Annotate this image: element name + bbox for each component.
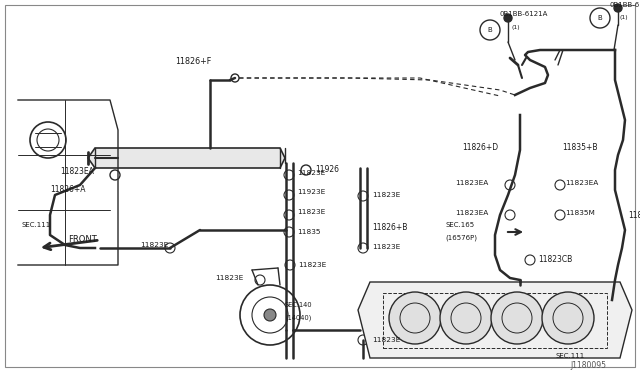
Text: 11826+D: 11826+D <box>462 144 498 153</box>
Bar <box>383 293 607 348</box>
Text: 0B1BB-6121A: 0B1BB-6121A <box>610 2 640 8</box>
Text: 11823E: 11823E <box>372 337 400 343</box>
Text: 11835+B: 11835+B <box>562 144 598 153</box>
Text: SEC.165: SEC.165 <box>445 222 474 228</box>
Text: 11823EA: 11823EA <box>60 167 94 176</box>
Circle shape <box>504 14 512 22</box>
Text: SEC.140: SEC.140 <box>285 302 312 308</box>
Text: B: B <box>598 15 602 21</box>
Text: 11823CB: 11823CB <box>538 256 572 264</box>
Text: 0B1BB-6121A: 0B1BB-6121A <box>500 11 548 17</box>
Text: 11835M: 11835M <box>565 210 595 216</box>
Text: SEC.111: SEC.111 <box>555 353 584 359</box>
Circle shape <box>614 4 622 12</box>
Text: 11823EA: 11823EA <box>455 210 488 216</box>
Text: 11823E: 11823E <box>215 275 243 281</box>
Text: 11823EA: 11823EA <box>455 180 488 186</box>
Text: 11926: 11926 <box>315 166 339 174</box>
Text: 11826+F: 11826+F <box>175 58 211 67</box>
Text: 11826+E: 11826+E <box>628 211 640 219</box>
Text: 11823E: 11823E <box>298 262 326 268</box>
Text: 11823E: 11823E <box>140 242 168 248</box>
Polygon shape <box>88 148 285 168</box>
Text: J1180095: J1180095 <box>570 360 606 369</box>
Text: (1): (1) <box>620 16 628 20</box>
Polygon shape <box>358 282 632 358</box>
Circle shape <box>440 292 492 344</box>
Text: 11823EA: 11823EA <box>565 180 598 186</box>
Text: 11923E: 11923E <box>297 189 325 195</box>
Text: 11823E: 11823E <box>297 209 325 215</box>
Circle shape <box>491 292 543 344</box>
Text: 11835: 11835 <box>297 229 321 235</box>
Text: SEC.111: SEC.111 <box>22 222 51 228</box>
Text: 11826+B: 11826+B <box>372 224 408 232</box>
Text: (14040): (14040) <box>285 315 312 321</box>
Text: (1): (1) <box>512 26 520 31</box>
Text: 11823E: 11823E <box>297 170 325 176</box>
Text: 11823E: 11823E <box>372 192 400 198</box>
Circle shape <box>389 292 441 344</box>
Text: B: B <box>488 27 492 33</box>
Text: FRONT: FRONT <box>68 235 97 244</box>
Text: (16576P): (16576P) <box>445 235 477 241</box>
Circle shape <box>542 292 594 344</box>
Text: 11823E: 11823E <box>372 244 400 250</box>
Circle shape <box>264 309 276 321</box>
Text: 11826+A: 11826+A <box>50 186 86 195</box>
